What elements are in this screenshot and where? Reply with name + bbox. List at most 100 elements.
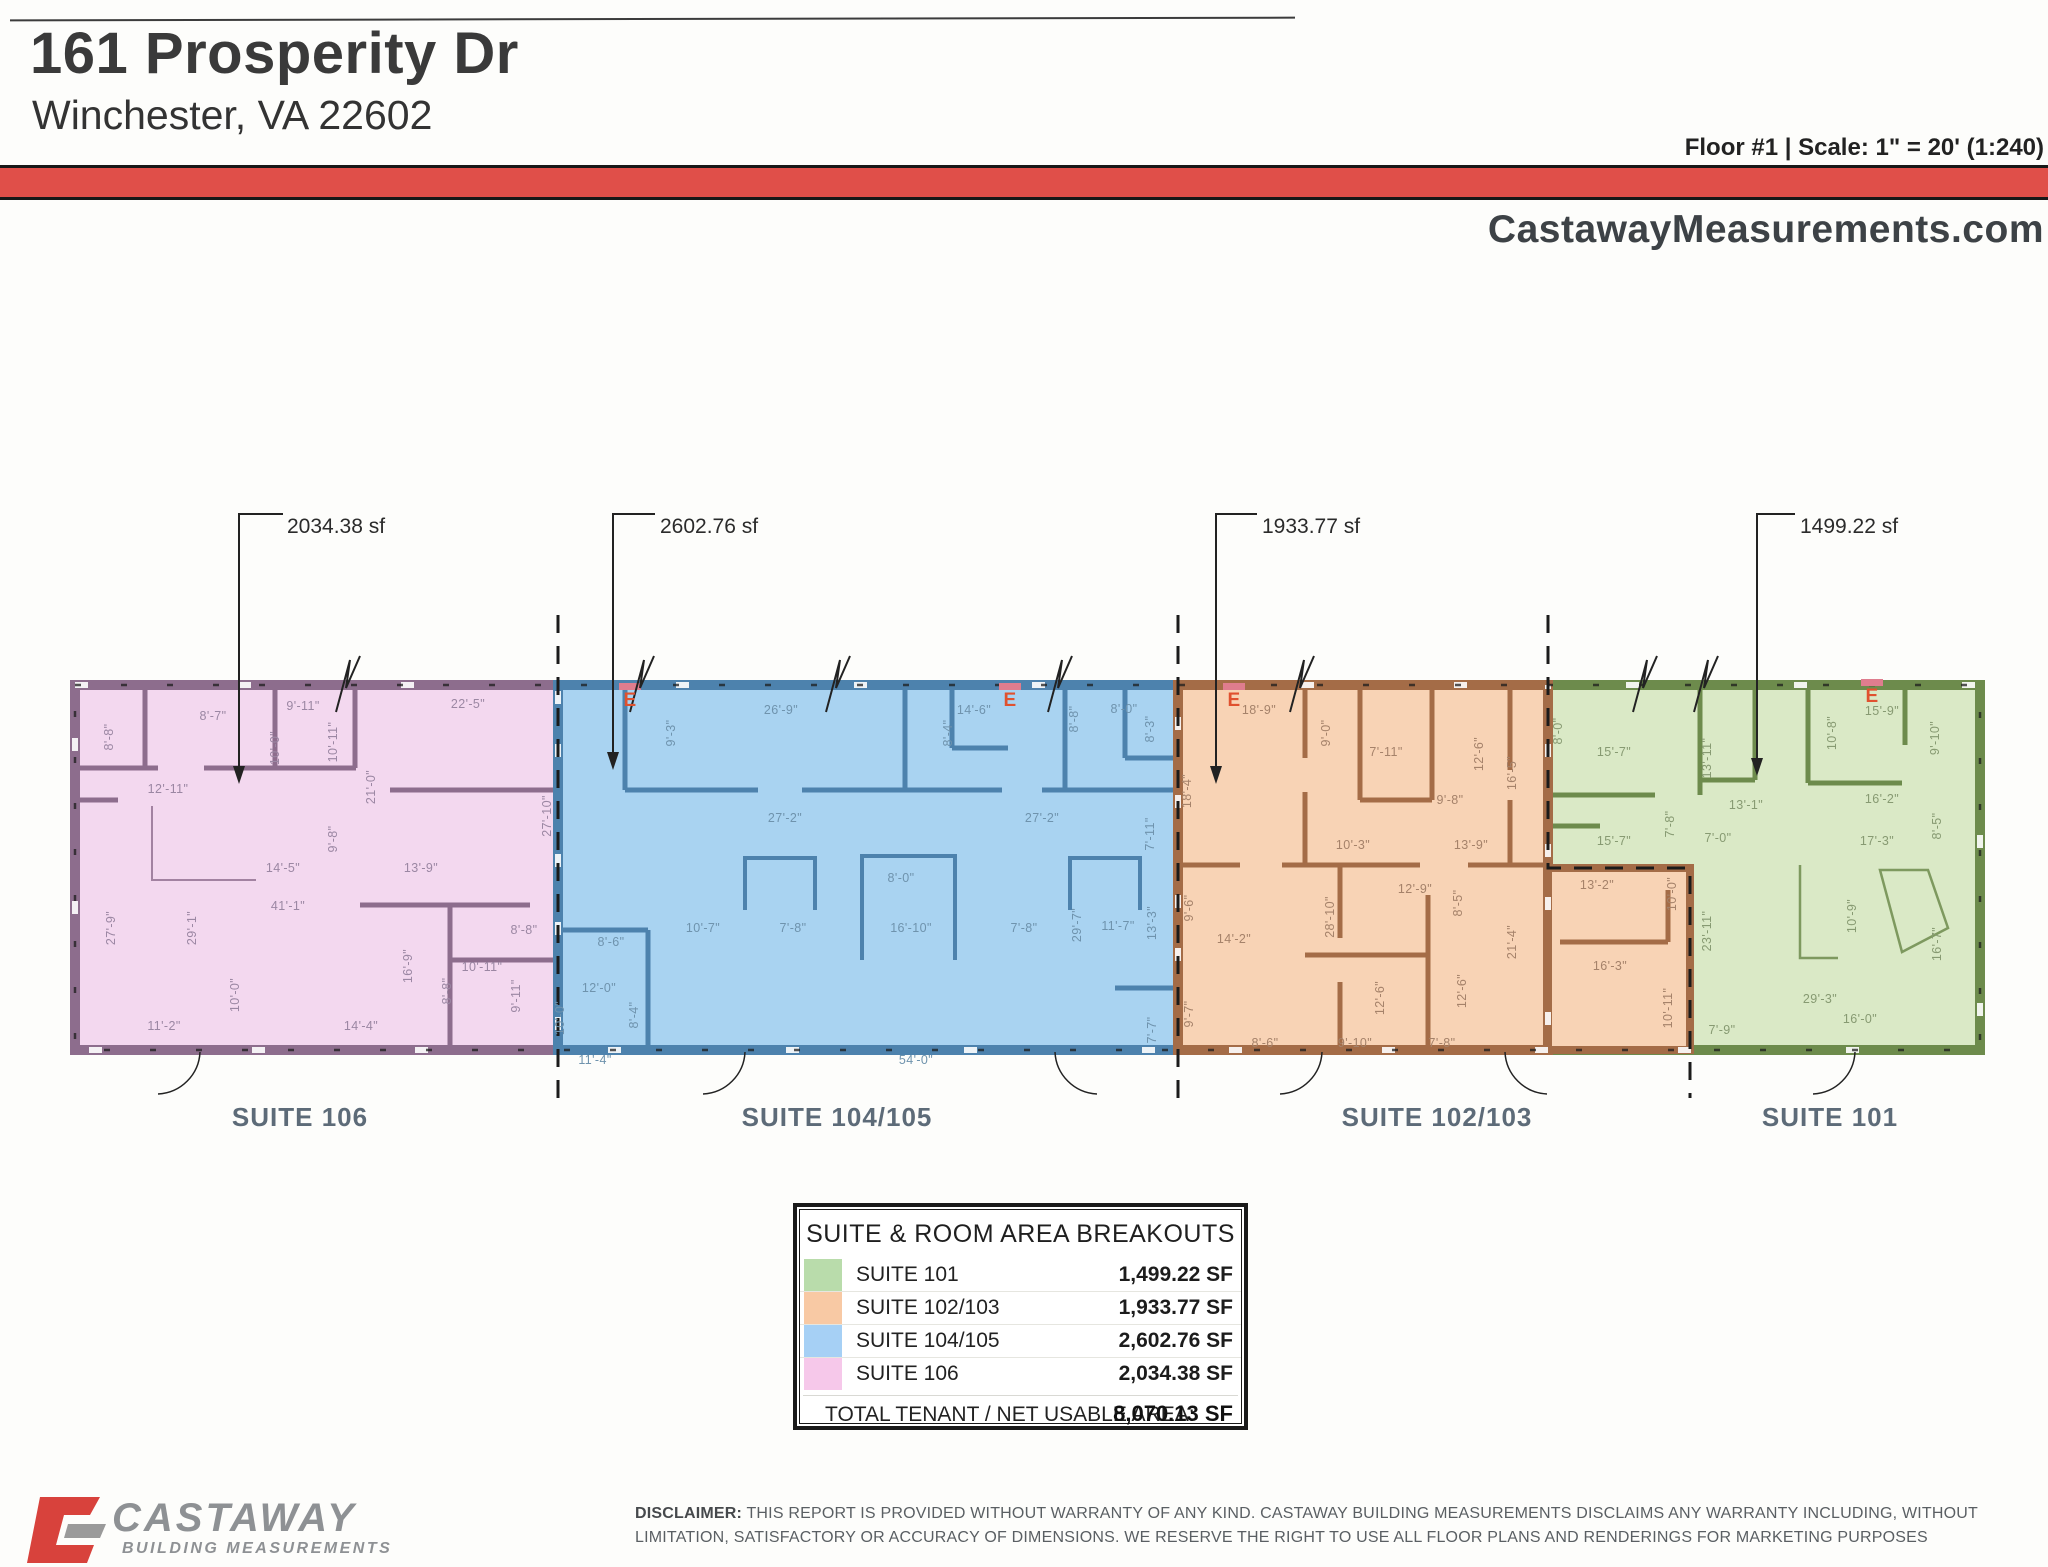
exterior-window-ticks (73, 683, 1982, 1052)
legend-swatch (804, 1325, 842, 1357)
suite-section-label: SUITE 106 (231, 1102, 369, 1132)
dimension-label: 8'-7" (199, 709, 227, 723)
callout-arrowheads (233, 752, 1763, 784)
legend-total-label: TOTAL TENANT / NET USABLE AREA: (825, 1403, 1195, 1426)
dimension-label: 27'-2" (1024, 811, 1060, 825)
area-breakouts-table: SUITE & ROOM AREA BREAKOUTS SUITE 101 1,4… (793, 1203, 1248, 1430)
dimension-label: 9'-3" (664, 719, 678, 747)
legend-swatch (804, 1292, 842, 1324)
legend-total-value: 8,070.13 SF (1113, 1401, 1233, 1426)
disclaimer-label: DISCLAIMER: (635, 1505, 743, 1522)
dimension-label: 7'-11" (1143, 817, 1157, 851)
dimension-label: 8'-5" (1451, 889, 1465, 917)
legend-total-row: TOTAL TENANT / NET USABLE AREA: 8,070.13… (803, 1395, 1238, 1430)
dimension-label: 10'-0" (268, 730, 282, 766)
dimension-label: 16'-5" (1505, 755, 1519, 791)
dimension-label: 11'-7" (1101, 919, 1135, 933)
dimension-label: 9'-10" (1928, 720, 1942, 756)
dimension-label: 9'-8" (326, 825, 340, 853)
dimension-label: 9'-10" (1337, 1036, 1373, 1050)
dimension-label: 13'-9" (1453, 838, 1489, 852)
dimension-label: 12'-0" (581, 981, 617, 995)
dimension-label: 10'-0" (553, 1000, 567, 1036)
dimension-label: 15'-9" (1864, 704, 1900, 718)
dimension-label: 14'-4" (343, 1019, 379, 1033)
legend-rows: SUITE 101 1,499.22 SF SUITE 102/103 1,933.7… (800, 1259, 1241, 1390)
dimension-label: 7'-8" (779, 921, 807, 935)
dimension-label: 18'-9" (1241, 703, 1277, 717)
dimension-label: 9'-6" (1182, 894, 1196, 922)
door-swing-arcs (157, 1051, 1856, 1095)
dimension-label: 12'-6" (1455, 973, 1469, 1009)
dimension-label: 16'-10" (890, 921, 932, 935)
wall-break-symbols (335, 655, 1719, 713)
dimension-label: 16'-9" (401, 948, 415, 984)
legend-suite-area: 1,933.77 SF (1118, 1296, 1233, 1319)
dimension-label: 10'-9" (1845, 898, 1859, 934)
suite-section-label: SUITE 102/103 (1341, 1102, 1533, 1132)
website-label: CastawayMeasurements.com (1487, 208, 2044, 251)
legend-swatch (804, 1358, 842, 1390)
legend-suite-label: SUITE 104/105 (856, 1329, 1000, 1352)
dimension-label: 7'-11" (1369, 745, 1403, 759)
dimension-label: 29'-1" (185, 910, 199, 946)
dimension-label: 18'-4" (1180, 773, 1194, 809)
exit-sign-rects (619, 679, 1883, 690)
dimension-label: 12'-11" (147, 782, 189, 796)
area-callout-label: 2034.38 sf (287, 515, 386, 538)
suite-106-region (70, 680, 563, 1055)
legend-row: SUITE 101 1,499.22 SF (800, 1259, 1241, 1291)
dimension-label: 21'-4" (1505, 924, 1519, 960)
dimension-label: 26'-9" (763, 703, 799, 717)
suite-101-region (1543, 680, 1985, 1055)
dimension-label: 8'-8" (510, 923, 538, 937)
dimension-label: 8'-0" (887, 871, 915, 885)
dimension-label: 10'-0" (228, 977, 242, 1013)
dimension-label: 8'-4" (627, 1001, 641, 1029)
dimension-label: 8'-8" (440, 977, 454, 1005)
dimension-label: 8'-0" (1110, 702, 1138, 716)
legend-suite-label: SUITE 106 (856, 1362, 959, 1385)
page-title: 161 Prosperity Dr (30, 21, 519, 86)
exit-marker: E (1227, 690, 1241, 711)
dimension-label: 15'-7" (1596, 834, 1632, 848)
legend-suite-area: 2,602.76 SF (1118, 1329, 1233, 1352)
dimension-label: 9'-11" (509, 979, 523, 1013)
dimension-label: 8'-6" (1251, 1036, 1279, 1050)
suite-divider-lines (556, 615, 1692, 1098)
dimension-label: 54'-0" (898, 1053, 934, 1067)
dimension-label: 22'-5" (450, 697, 486, 711)
dimension-label: 8'-8" (102, 723, 116, 751)
dimension-label: 14'-6" (956, 703, 992, 717)
legend-suite-label: SUITE 101 (856, 1263, 959, 1286)
dimension-label: 10'-11" (461, 960, 503, 974)
disclaimer-text: DISCLAIMER: THIS REPORT IS PROVIDED WITH… (635, 1502, 1980, 1550)
dimension-label: 12'-6" (1373, 980, 1387, 1016)
dimension-label: 29'-7" (1070, 907, 1084, 943)
dimension-label: 8'-3" (1143, 715, 1157, 743)
page-subtitle: Winchester, VA 22602 (32, 92, 433, 138)
dimension-label: 9'-7" (1182, 1000, 1196, 1028)
dimension-label: 27'-10" (540, 795, 554, 837)
dimension-label: 10'-11" (326, 721, 340, 763)
dimension-label: 10'-8" (1825, 715, 1839, 751)
legend-suite-area: 1,499.22 SF (1118, 1263, 1233, 1286)
header-red-banner (0, 165, 2048, 200)
dimension-label: 11'-4" (578, 1053, 612, 1067)
dimension-label: 41'-1" (270, 899, 306, 913)
suite-section-label: SUITE 101 (1761, 1102, 1899, 1132)
castaway-brand-name: CASTAWAY (112, 1496, 357, 1540)
dimension-label: 13'-9" (403, 861, 439, 875)
exit-marker: E (623, 690, 637, 711)
dimension-label: 17'-3" (1859, 834, 1895, 848)
floor-scale-label: Floor #1 | Scale: 1" = 20' (1:240) (1684, 134, 2044, 161)
dimension-label: 8'-8" (1067, 705, 1081, 733)
legend-swatch (804, 1259, 842, 1291)
dimension-label: 7'-8" (1428, 1036, 1456, 1050)
legend-suite-label: SUITE 102/103 (856, 1296, 1000, 1319)
dimension-label: 16'-7" (1930, 926, 1944, 962)
dimension-label: 15'-7" (1596, 745, 1632, 759)
area-callout-label: 2602.76 sf (660, 515, 759, 538)
dimension-label: 9'-8" (1436, 793, 1464, 807)
legend-suite-area: 2,034.38 SF (1118, 1362, 1233, 1385)
